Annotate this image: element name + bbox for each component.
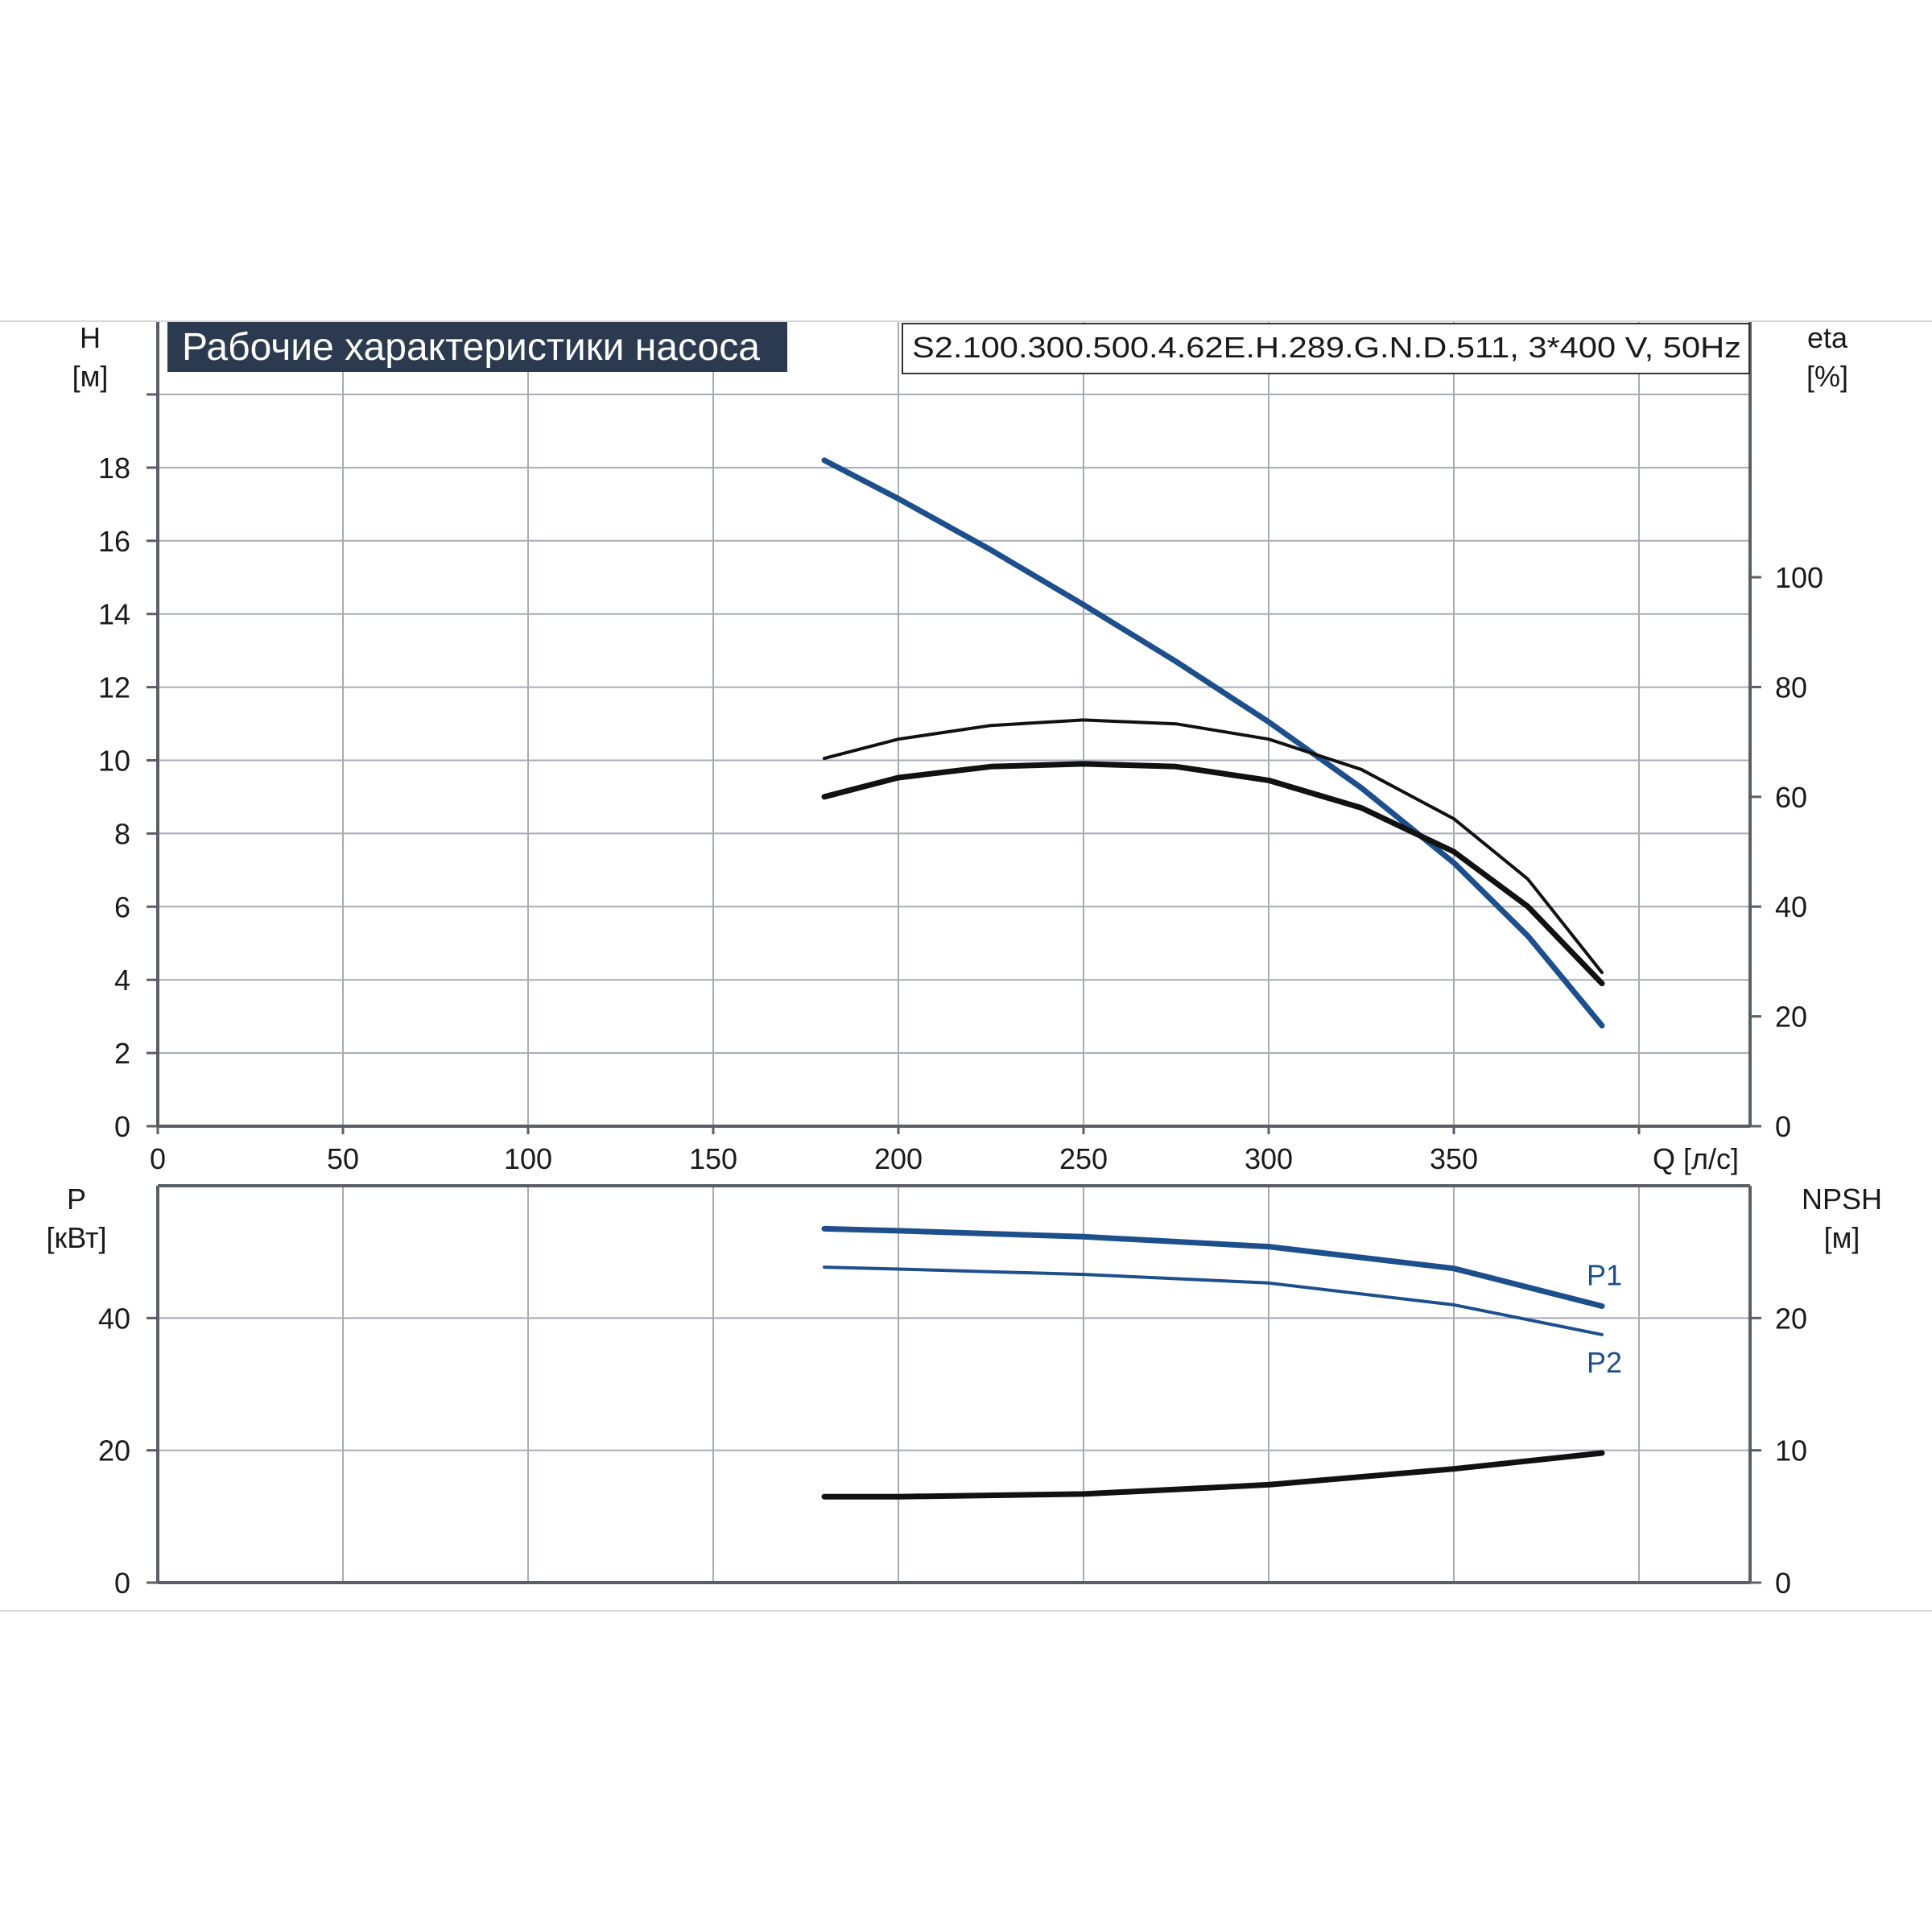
y-tick-label: 10: [98, 745, 130, 778]
series-line-3: [821, 761, 1605, 987]
y2-tick-label: 80: [1775, 671, 1807, 704]
y2-axis-title: NPSH: [1802, 1183, 1882, 1216]
y2-tick-label: 40: [1775, 890, 1807, 923]
y-tick-label: 16: [98, 525, 130, 558]
x-tick-label: 250: [1059, 1142, 1108, 1175]
y2-tick-label: 0: [1775, 1110, 1791, 1143]
y-tick-label: 12: [98, 671, 130, 704]
top-plot: 0 50 100 150 200 250 300 350 Q [л/с]024681012141…: [72, 321, 1848, 1175]
series-line-2: [823, 1265, 1604, 1336]
series-label-p1: P1: [1587, 1259, 1622, 1292]
y-axis-title: H: [80, 321, 101, 354]
y-tick-label: 2: [114, 1037, 130, 1070]
y-axis-title: [кВт]: [46, 1221, 106, 1254]
y-tick-label: 0: [114, 1110, 130, 1143]
x-tick-label: 200: [874, 1142, 923, 1175]
y2-tick-label: 10: [1775, 1435, 1807, 1468]
x-tick-label: 300: [1245, 1142, 1293, 1175]
bottom-plot: 0 20 40 0 10 20 P [кВт] NPSH [м] P1 P2: [46, 1183, 1882, 1600]
y2-axis-title: [%]: [1806, 360, 1848, 393]
y-axis-title: P: [67, 1183, 86, 1216]
series-line-3: [821, 1450, 1605, 1500]
model-label: S2.100.300.500.4.62E.H.289.G.N.D.511, 3*…: [912, 331, 1741, 364]
y-tick-label: 14: [98, 598, 130, 631]
y2-tick-label: 20: [1775, 1001, 1807, 1034]
y2-tick-label: 0: [1775, 1567, 1791, 1600]
series-line-2: [823, 718, 1604, 975]
series-label-p2: P2: [1587, 1346, 1622, 1379]
y-tick-label: 20: [98, 1435, 130, 1468]
series-line-1: [821, 457, 1605, 1029]
y-tick-label: 8: [114, 817, 130, 850]
x-tick-label: 150: [689, 1142, 737, 1175]
y-tick-label: 18: [98, 452, 130, 485]
y-tick-label: 4: [114, 964, 130, 997]
y2-tick-label: 100: [1775, 561, 1823, 594]
chart-title-box: [167, 322, 787, 372]
x-tick-label: 0: [150, 1142, 166, 1175]
y2-tick-label: 60: [1775, 781, 1807, 814]
x-tick-label: 100: [504, 1142, 552, 1175]
x-axis-label: Q [л/с]: [1653, 1142, 1739, 1175]
y-tick-label: 6: [114, 890, 130, 923]
y-tick-label: 40: [98, 1302, 130, 1335]
series-line-1: [821, 1225, 1605, 1309]
x-tick-label: 50: [327, 1142, 359, 1175]
x-tick-label: 350: [1430, 1142, 1478, 1175]
y2-tick-label: 20: [1775, 1302, 1807, 1335]
y2-axis-title: [м]: [1824, 1221, 1860, 1254]
y-tick-label: 0: [114, 1567, 130, 1600]
chart-title: Рабочие характеристики насоса: [182, 326, 760, 369]
model-box: [902, 323, 1750, 374]
y-axis-title: [м]: [72, 360, 109, 393]
y2-axis-title: eta: [1807, 321, 1848, 354]
